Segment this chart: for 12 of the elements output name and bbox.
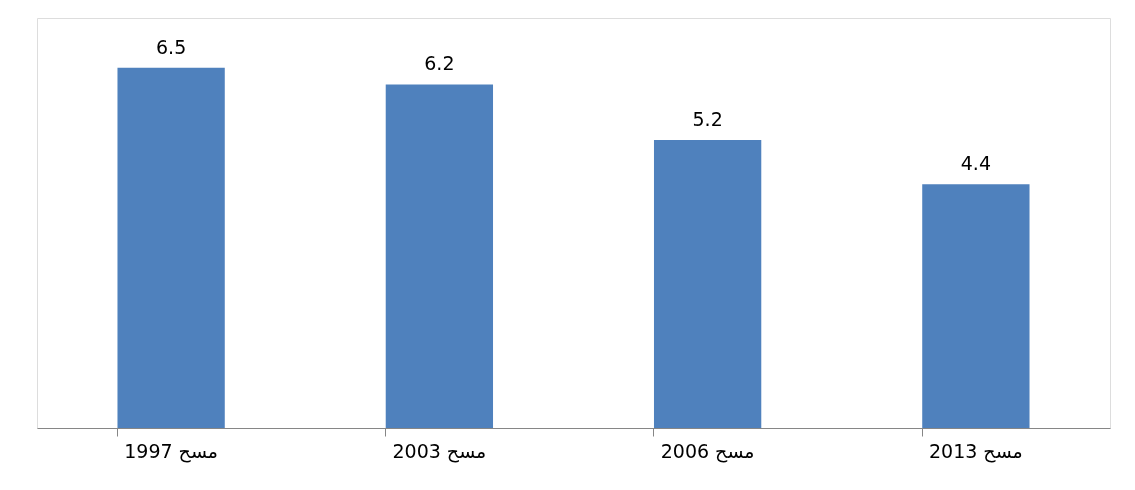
x-tick-label: مسح 2013: [928, 439, 1023, 463]
x-tick-label: مسح 2006: [660, 439, 755, 463]
data-label: 6.5: [156, 35, 187, 58]
data-label: 6.2: [424, 52, 455, 75]
x-tick-label: مسح 1997: [124, 439, 219, 463]
data-label: 5.2: [692, 107, 723, 130]
x-tick-label: مسح 2003: [392, 439, 487, 463]
bar: [385, 84, 494, 428]
bar: [653, 139, 762, 428]
bar: [117, 67, 225, 428]
data-label: 4.4: [960, 152, 991, 175]
bar: [922, 184, 1030, 428]
